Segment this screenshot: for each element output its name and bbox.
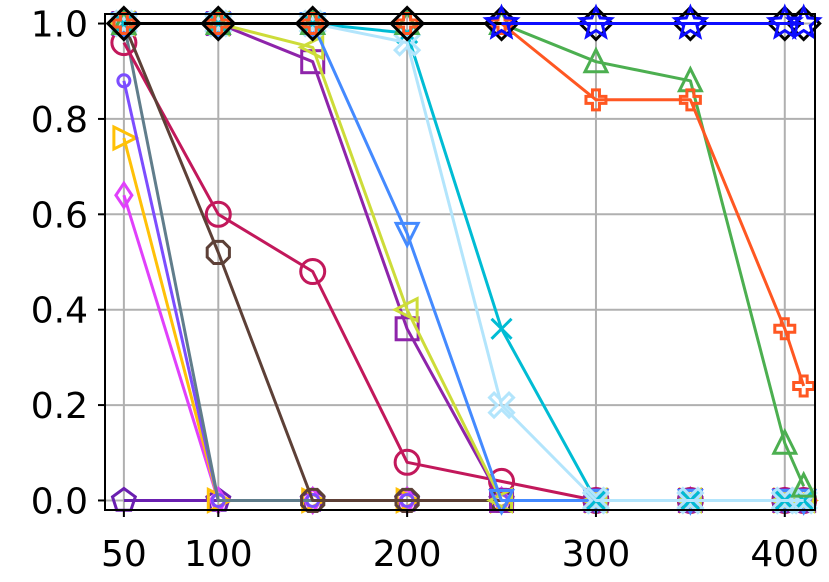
plus-marker [678,88,702,112]
plot-frame [104,13,816,511]
x-marker [204,9,233,38]
x-marker [487,390,516,420]
triangle-down-marker [488,488,515,516]
triangle-left-marker [391,296,419,324]
plus-marker [773,317,797,341]
x-tick-label: 400 [750,534,819,575]
circle-marker [116,73,132,89]
x-marker [112,12,135,35]
x-tick-label: 100 [184,534,253,575]
x-tick-label: 200 [373,534,442,575]
plus-marker [395,12,419,36]
y-tick-label: 1.0 [31,5,88,46]
plus-marker [206,12,230,36]
diamond-marker [114,180,134,210]
y-tick-label: 0.0 [31,481,88,522]
diamond-marker [294,5,331,42]
x-marker [298,9,327,38]
plus-marker [584,88,608,112]
y-tick-label: 0.4 [31,291,88,332]
series-line [122,137,804,502]
x-marker [490,317,513,340]
x-marker [676,486,705,515]
triangle-right-marker [112,124,140,152]
octagon-marker [394,487,420,513]
plus-marker [301,12,325,36]
y-tick-label: 0.2 [31,386,88,427]
series-layer [105,3,823,516]
diamond-marker [200,5,237,42]
star-marker [482,3,521,40]
y-tick-label: 0.6 [31,195,88,236]
octagon-marker [205,239,231,265]
circle-marker [204,200,232,228]
plus-marker [112,12,136,36]
diamond-marker [389,5,426,42]
circle-marker [393,448,421,476]
octagon-marker [300,487,326,513]
triangle-down-marker [393,221,421,249]
star-marker [576,3,616,40]
triangle-up-marker [790,470,818,498]
x-axis: 50 100 200 300 400 [101,510,819,575]
triangle-up-marker [771,427,799,455]
x-marker [770,486,799,515]
x-marker [109,9,139,38]
y-tick-label: 0.8 [31,100,88,141]
star-marker [671,3,710,40]
series-line [122,80,804,502]
series-line [122,194,804,502]
diamond-marker [105,5,143,42]
x-tick-label: 50 [101,534,147,575]
x-tick-label: 300 [562,534,631,575]
circle-marker [299,258,327,286]
series-16 [482,3,823,40]
triangle-up-marker [582,46,610,74]
series-2 [114,180,814,516]
plus-marker [792,374,816,398]
y-axis: 0.0 0.2 0.4 0.6 0.8 1.0 [31,5,105,522]
x-marker [581,486,611,515]
